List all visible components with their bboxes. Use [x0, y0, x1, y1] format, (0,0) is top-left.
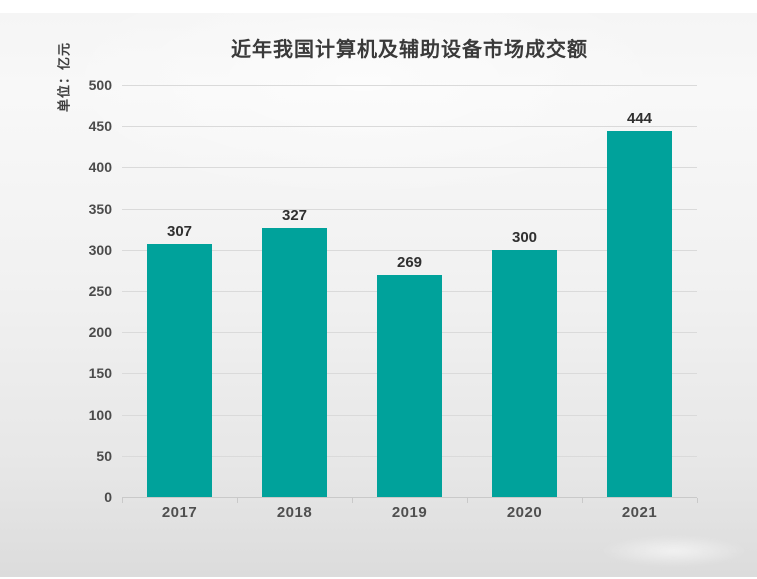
bar-value-label: 327	[281, 206, 308, 224]
gridline	[122, 126, 697, 128]
gridline	[122, 167, 697, 169]
x-tick-label: 2019	[391, 504, 428, 521]
bar-2018	[262, 227, 327, 497]
y-tick-label: 500	[88, 77, 112, 93]
y-tick-label: 50	[96, 447, 112, 464]
bar-value-label: 307	[166, 223, 193, 241]
bar-value-label: 444	[626, 110, 653, 128]
y-tick-label: 100	[88, 406, 112, 423]
x-axis-tick	[697, 498, 698, 503]
bar-value-label: 269	[396, 254, 423, 272]
y-tick-label: 350	[88, 200, 112, 217]
y-tick-label: 300	[88, 241, 112, 258]
bar-2020	[492, 249, 557, 497]
bar-2017	[147, 244, 212, 497]
bar-2021	[607, 131, 672, 497]
gridline	[122, 249, 697, 251]
x-axis-line	[122, 497, 697, 498]
y-tick-label: 0	[104, 489, 112, 505]
x-tick-label: 2018	[276, 504, 313, 521]
x-axis-tick	[582, 498, 583, 503]
chart-title: 近年我国计算机及辅助设备市场成交额	[231, 39, 588, 61]
y-tick-label: 200	[88, 324, 112, 341]
bar-2019	[377, 275, 442, 497]
x-tick-label: 2017	[161, 504, 198, 521]
x-axis-tick	[237, 498, 238, 503]
x-tick-label: 2021	[621, 504, 658, 521]
watermark-smudge	[599, 535, 749, 567]
x-axis-tick	[467, 498, 468, 503]
y-tick-label: 450	[88, 118, 112, 135]
gridline	[122, 208, 697, 210]
y-tick-label: 150	[88, 365, 112, 382]
y-tick-label: 400	[88, 159, 112, 176]
bar-value-label: 300	[511, 228, 538, 246]
x-tick-label: 2020	[506, 504, 543, 521]
y-tick-label: 250	[88, 283, 112, 299]
x-axis-tick	[352, 498, 353, 503]
x-axis-tick	[122, 498, 123, 503]
gridline	[122, 85, 697, 86]
